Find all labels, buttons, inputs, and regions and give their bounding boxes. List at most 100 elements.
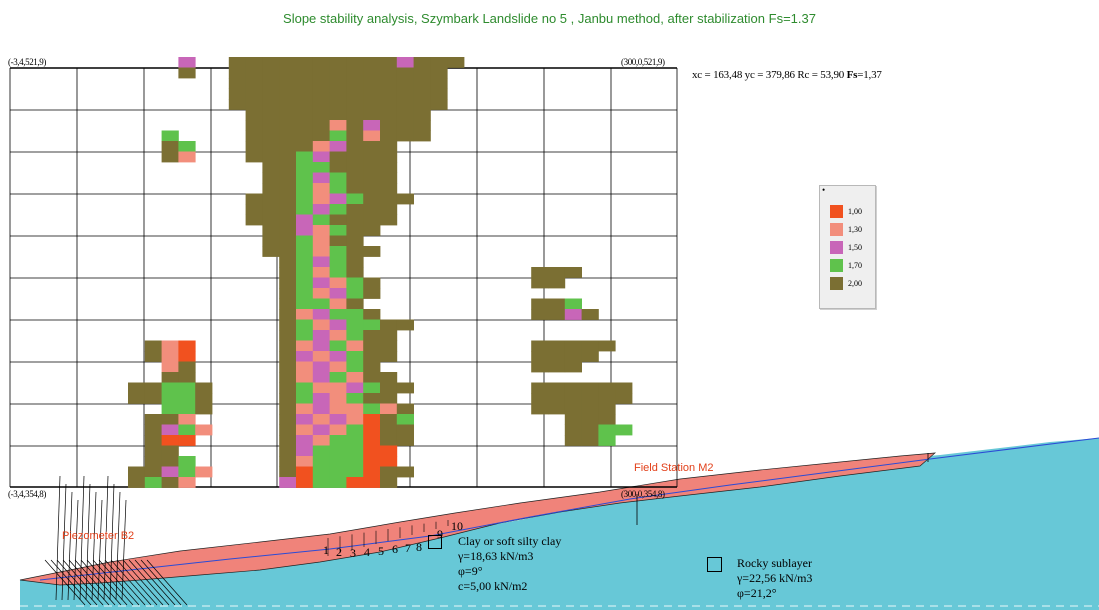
fs-cell xyxy=(329,88,347,100)
slice-number: 5 xyxy=(378,544,384,558)
fs-cell xyxy=(279,67,297,79)
fs-cell xyxy=(531,277,549,289)
fs-cell xyxy=(380,204,398,215)
hatch-line xyxy=(122,559,164,606)
fs-cell xyxy=(581,382,599,394)
fs-cell xyxy=(262,183,280,194)
hatch-line xyxy=(68,559,110,606)
fs-cell xyxy=(363,151,381,163)
fs-cell xyxy=(581,424,599,436)
fs-cell xyxy=(363,130,381,142)
fs-cell xyxy=(363,361,381,373)
fs-cell xyxy=(346,78,364,89)
fs-cell xyxy=(380,340,398,352)
fs-cell xyxy=(346,246,364,257)
fs-cell xyxy=(548,361,566,373)
fs-cell xyxy=(329,78,347,89)
fs-cell xyxy=(312,393,330,404)
fs-cell xyxy=(380,319,398,331)
fs-cell xyxy=(363,393,381,404)
fs-cell xyxy=(346,372,364,383)
fs-cell xyxy=(615,424,633,436)
fs-cell xyxy=(279,88,297,100)
slice-number: 10 xyxy=(451,519,463,533)
fs-cell xyxy=(161,414,179,425)
hatch-line xyxy=(140,559,182,606)
fs-cell xyxy=(548,382,566,394)
fs-cell xyxy=(178,424,196,436)
fs-cell xyxy=(144,351,162,362)
fs-cell xyxy=(396,193,414,205)
fs-cell xyxy=(396,382,414,394)
fs-cell xyxy=(363,99,381,110)
fs-cell xyxy=(279,456,297,467)
fs-cell xyxy=(178,477,196,488)
fs-cell xyxy=(262,151,280,163)
fs-cell xyxy=(312,151,330,163)
fs-cell xyxy=(548,351,566,362)
hatch-line xyxy=(116,559,158,606)
legend-swatch xyxy=(830,276,843,290)
fs-cell xyxy=(178,351,196,362)
fs-cell xyxy=(363,477,381,488)
fs-cell xyxy=(312,246,330,257)
fs-cell xyxy=(329,414,347,425)
fs-cell xyxy=(548,267,566,278)
fs-cell xyxy=(262,204,280,215)
fs-cell xyxy=(363,403,381,415)
fs-cell xyxy=(363,445,381,457)
legend-label: 1,00 xyxy=(848,206,862,216)
factor-of-safety-cells xyxy=(128,57,633,488)
fs-cell xyxy=(380,172,398,184)
fs-cell xyxy=(346,67,364,79)
rock-layer-phi: φ=21,2° xyxy=(737,586,777,600)
fs-cell xyxy=(346,456,364,467)
fs-cell xyxy=(329,361,347,373)
fs-cell xyxy=(279,225,297,236)
fs-cell xyxy=(329,445,347,457)
fs-cell xyxy=(296,288,314,299)
fs-cell xyxy=(312,172,330,184)
fs-cell xyxy=(363,214,381,226)
fs-cell xyxy=(329,120,347,131)
fs-cell xyxy=(346,445,364,457)
fs-cell xyxy=(161,361,179,373)
fs-cell xyxy=(279,141,297,152)
fs-cell xyxy=(380,351,398,362)
fs-cell xyxy=(363,382,381,394)
fs-cell xyxy=(346,183,364,194)
fs-cell xyxy=(564,309,582,320)
fs-cell xyxy=(296,403,314,415)
fs-cell xyxy=(245,109,263,121)
fs-cell xyxy=(363,67,381,79)
fs-cell xyxy=(346,424,364,436)
fs-cell xyxy=(363,330,381,341)
fs-cell xyxy=(144,477,162,488)
fs-cell xyxy=(363,88,381,100)
fs-cell xyxy=(329,67,347,79)
fs-cell xyxy=(245,78,263,89)
fs-cell xyxy=(128,393,146,404)
fs-cell xyxy=(279,183,297,194)
fs-cell xyxy=(548,403,566,415)
fs-cell xyxy=(598,424,616,436)
fs-cell xyxy=(195,466,213,478)
fs-cell xyxy=(245,193,263,205)
fs-cell xyxy=(279,477,297,488)
fs-cell xyxy=(262,193,280,205)
fs-cell xyxy=(296,466,314,478)
fs-cell xyxy=(312,351,330,362)
safety-factor-label: Fs xyxy=(846,69,858,81)
fs-cell xyxy=(279,78,297,89)
fs-cell xyxy=(296,330,314,341)
slice-boundaries xyxy=(327,520,449,556)
fs-cell xyxy=(178,340,196,352)
clay-layer-marker xyxy=(428,535,442,549)
fs-cell xyxy=(329,288,347,299)
fs-cell xyxy=(312,256,330,268)
fs-cell xyxy=(615,382,633,394)
fs-cell xyxy=(329,109,347,121)
fs-cell xyxy=(329,319,347,331)
fs-cell xyxy=(396,466,414,478)
fs-cell xyxy=(144,393,162,404)
